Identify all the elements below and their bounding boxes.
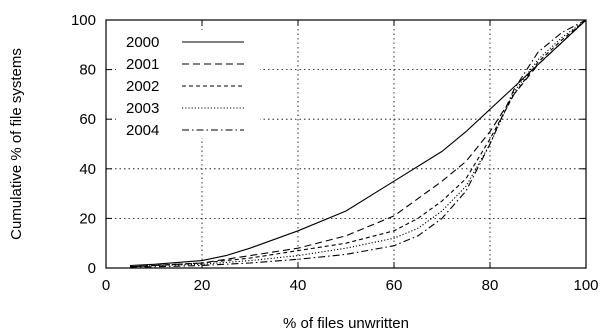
legend: 2000 2001 2002 2003 2004	[116, 30, 260, 139]
x-tick-labels: 0 20 40 60 80 100	[102, 277, 599, 294]
axis-ticks	[105, 19, 587, 269]
x-tick-label: 80	[482, 277, 499, 294]
y-tick-label: 40	[79, 161, 96, 178]
series-line-2002	[129, 19, 587, 268]
series-line-2001	[129, 19, 587, 268]
x-tick-label: 100	[573, 277, 598, 294]
series-line-2004	[130, 19, 587, 268]
legend-label: 2004	[126, 122, 159, 139]
y-tick-label: 0	[88, 260, 96, 277]
x-axis-title: % of files unwritten	[283, 315, 409, 332]
legend-label: 2000	[126, 34, 159, 51]
y-tick-label: 80	[79, 62, 96, 79]
y-tick-label: 60	[79, 111, 96, 128]
x-tick-label: 20	[194, 277, 211, 294]
series-line-2003	[129, 19, 587, 268]
series-lines	[129, 19, 587, 268]
x-tick-label: 40	[290, 277, 307, 294]
legend-label: 2002	[126, 78, 159, 95]
x-tick-label: 60	[386, 277, 403, 294]
plot-frame	[105, 19, 587, 269]
legend-label: 2001	[126, 56, 159, 73]
y-tick-labels: 0 20 40 60 80 100	[71, 12, 96, 277]
x-tick-label: 0	[102, 277, 110, 294]
legend-label: 2003	[126, 100, 159, 117]
series-line-2000	[129, 19, 587, 267]
y-axis-title: Cumulative % of file systems	[8, 48, 25, 240]
y-tick-label: 20	[79, 210, 96, 227]
y-tick-label: 100	[71, 12, 96, 29]
legend-background	[116, 30, 260, 138]
